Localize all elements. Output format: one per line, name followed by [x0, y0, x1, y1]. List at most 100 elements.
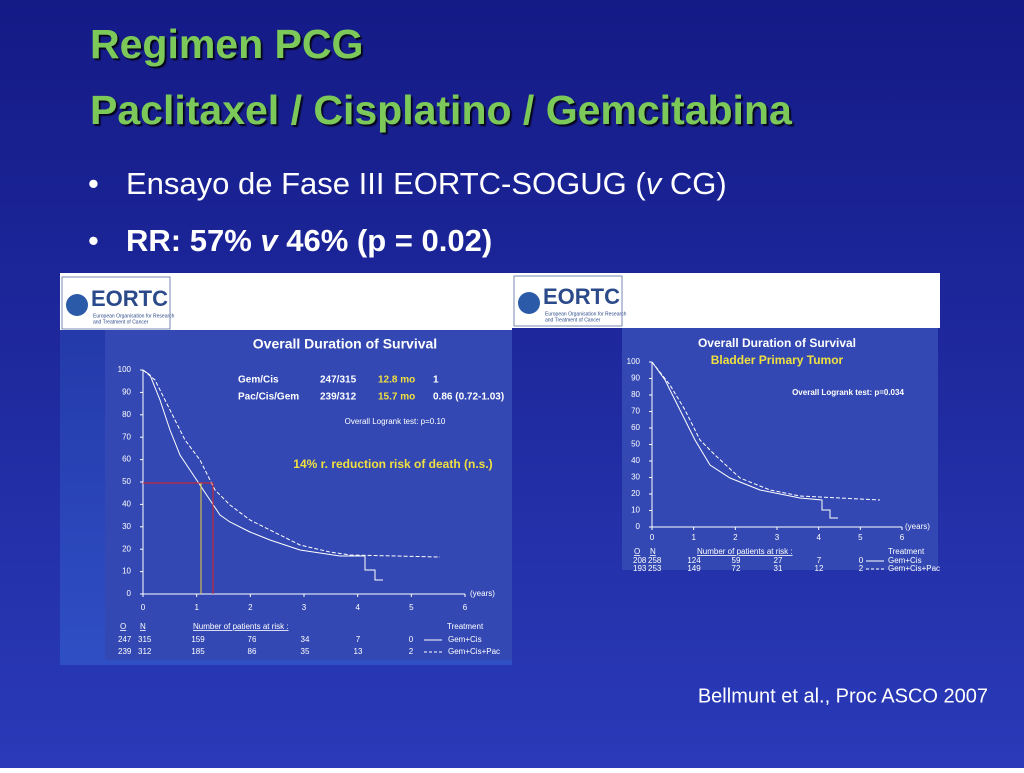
risk-cell: 7: [817, 556, 822, 565]
risk-cell: 208: [633, 556, 647, 565]
x-tick-label: 4: [355, 603, 360, 612]
risk-header: Treatment: [447, 622, 484, 631]
chart-title: Overall Duration of Survival: [698, 336, 856, 350]
logo-text: EORTC: [543, 284, 620, 309]
y-tick-label: 0: [636, 522, 641, 531]
y-tick-label: 30: [122, 522, 131, 531]
risk-cell: 13: [354, 647, 363, 656]
x-tick-label: 1: [194, 603, 199, 612]
risk-cell: 193: [633, 564, 647, 573]
risk-cell: 0: [409, 635, 414, 644]
x-tick-label: 6: [900, 533, 905, 542]
y-tick-label: 100: [118, 365, 132, 374]
logo-mark: [518, 292, 540, 314]
x-tick-label: 1: [691, 533, 696, 542]
risk-cell: 258: [648, 556, 662, 565]
bullet-part: RR: 57%: [126, 223, 260, 258]
risk-cell: Gem+Cis+Pac: [448, 647, 500, 656]
risk-cell: 315: [138, 635, 152, 644]
risk-cell: 72: [732, 564, 741, 573]
y-tick-label: 90: [631, 374, 640, 383]
x-tick-label: 6: [463, 603, 468, 612]
chart-title: Overall Duration of Survival: [253, 336, 437, 352]
risk-cell: 27: [774, 556, 783, 565]
y-tick-label: 20: [122, 544, 131, 553]
annotation: 14% r. reduction risk of death (n.s.): [293, 457, 492, 471]
risk-cell: 31: [774, 564, 783, 573]
chart-subtitle: Bladder Primary Tumor: [711, 353, 844, 367]
x-tick-label: 2: [733, 533, 738, 542]
chart-panel: [622, 328, 938, 570]
y-tick-label: 40: [631, 456, 640, 465]
risk-cell: 149: [687, 564, 701, 573]
x-tick-label: 3: [775, 533, 780, 542]
y-tick-label: 50: [122, 477, 131, 486]
y-tick-label: 100: [627, 357, 641, 366]
risk-cell: 124: [687, 556, 701, 565]
arm-cell: Pac/Cis/Gem: [238, 392, 299, 403]
risk-cell: 12: [815, 564, 824, 573]
risk-cell: 59: [732, 556, 741, 565]
risk-header: O: [634, 547, 640, 556]
bullet-part: Ensayo de Fase III EORTC-SOGUG (: [126, 166, 646, 201]
slide-title: Paclitaxel / Cisplatino / Gemcitabina: [90, 87, 793, 133]
risk-cell: Gem+Cis+Pac: [888, 564, 940, 573]
y-tick-label: 70: [122, 432, 131, 441]
logo-mark: [66, 294, 88, 316]
risk-header: N: [650, 547, 656, 556]
y-tick-label: 60: [631, 423, 640, 432]
x-unit: (years): [905, 522, 930, 531]
bullet-text: Ensayo de Fase III EORTC-SOGUG (v CG): [126, 166, 727, 201]
logo-subtitle: European Organisation for Research: [93, 313, 175, 319]
risk-header: Treatment: [888, 547, 925, 556]
risk-cell: Gem+Cis: [888, 556, 922, 565]
risk-cell: 2: [859, 564, 864, 573]
arm-cell: 12.8 mo: [378, 375, 415, 386]
arm-cell: 239/312: [320, 392, 357, 403]
risk-cell: 34: [301, 635, 310, 644]
arm-cell: 0.86 (0.72-1.03): [433, 392, 504, 403]
x-unit: (years): [470, 589, 495, 598]
bullet-marker: •: [88, 223, 99, 258]
survival-curve: [142, 369, 383, 581]
risk-cell: 239: [118, 647, 132, 656]
risk-cell: 0: [859, 556, 864, 565]
x-tick-label: 5: [409, 603, 414, 612]
bullet-part: 46% (p = 0.02): [278, 223, 493, 258]
y-tick-label: 50: [631, 440, 640, 449]
x-tick-label: 2: [248, 603, 253, 612]
logo-subtitle: and Treatment of Cancer: [93, 319, 149, 325]
chart-panel: [105, 330, 512, 660]
y-tick-label: 80: [631, 390, 640, 399]
y-tick-label: 20: [631, 489, 640, 498]
arm-cell: 1: [433, 375, 439, 386]
bullet-part: v: [646, 166, 663, 201]
survival-curve: [142, 369, 441, 558]
risk-cell: 185: [191, 647, 205, 656]
risk-cell: 35: [301, 647, 310, 656]
x-tick-label: 4: [816, 533, 821, 542]
slide-title: Regimen PCG: [90, 21, 363, 67]
survival-curve: [651, 361, 838, 519]
bullet-part: CG): [661, 166, 726, 201]
x-tick-label: 3: [302, 603, 307, 612]
x-tick-label: 5: [858, 533, 863, 542]
risk-cell: 86: [248, 647, 257, 656]
x-tick-label: 0: [650, 533, 655, 542]
x-tick-label: 0: [141, 603, 146, 612]
logo-subtitle: European Organisation for Research: [545, 311, 627, 317]
risk-cell: 312: [138, 647, 152, 656]
y-tick-label: 10: [122, 567, 131, 576]
logrank: Overall Logrank test: p=0.10: [345, 417, 446, 426]
y-tick-label: 90: [122, 388, 131, 397]
bullet-part: v: [260, 223, 279, 258]
y-tick-label: 40: [122, 500, 131, 509]
arm-cell: 247/315: [320, 375, 357, 386]
risk-header: N: [140, 622, 146, 631]
arm-cell: Gem/Cis: [238, 375, 279, 386]
risk-header: O: [120, 622, 126, 631]
bullet-text: RR: 57% v 46% (p = 0.02): [126, 223, 492, 258]
y-tick-label: 30: [631, 473, 640, 482]
risk-header: Number of patients at risk :: [193, 622, 289, 631]
